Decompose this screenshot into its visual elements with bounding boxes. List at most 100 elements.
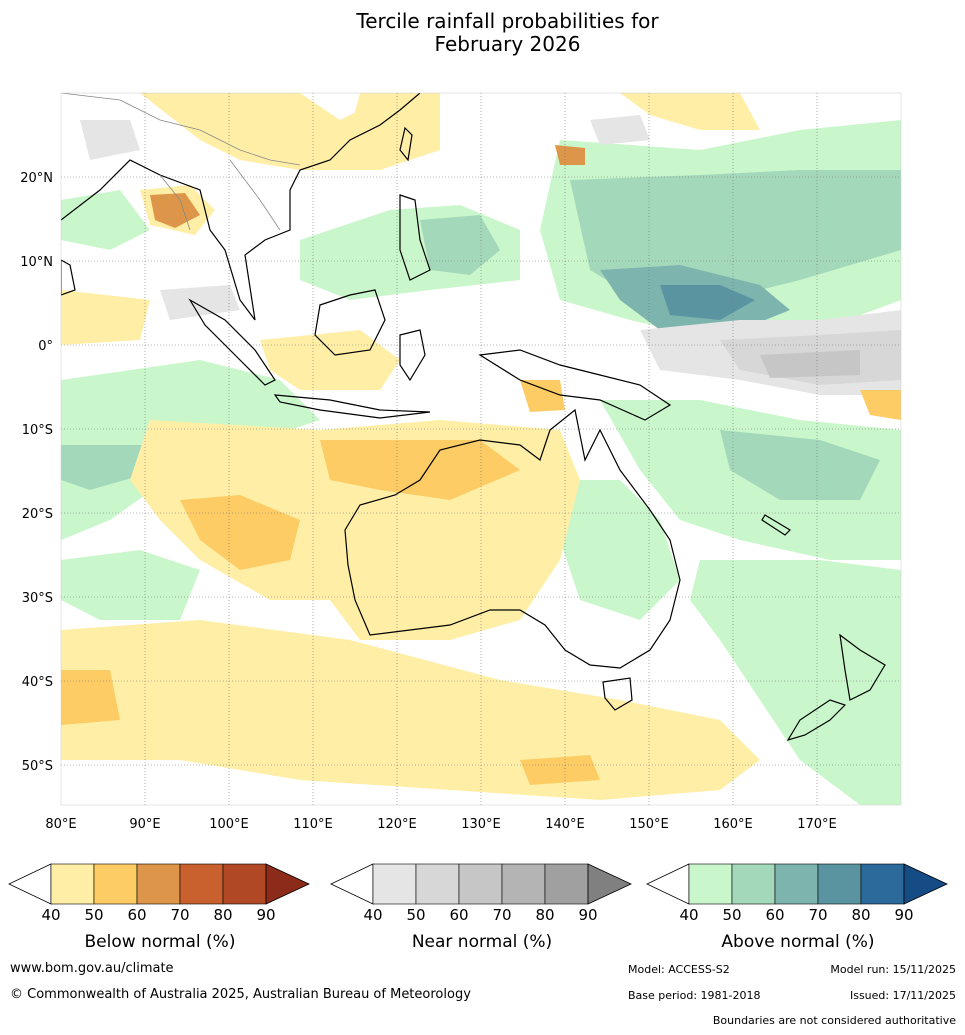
below-region-maritime-core: [520, 380, 565, 412]
model-run-date: Model run: 15/11/2025: [830, 963, 956, 976]
graticule: [61, 93, 901, 805]
lon-label: 120°E: [377, 817, 417, 832]
lon-label: 100°E: [209, 817, 249, 832]
issued-date: Issued: 17/11/2025: [849, 989, 956, 1002]
colorbar-tick-label: 50: [84, 906, 104, 924]
coastline-borneo: [314, 289, 386, 356]
below-region-north-pacific: [620, 93, 760, 130]
colorbar-segment: [222, 863, 267, 905]
colorbar-tick-label: 90: [578, 906, 598, 924]
above-normal-regions: [61, 120, 901, 805]
boundaries-disclaimer: Boundaries are not considered authoritat…: [712, 1014, 956, 1027]
title-line-2: February 2026: [434, 32, 581, 56]
colorbar-segment: [458, 863, 503, 905]
below-region-southern-ocean: [61, 620, 760, 800]
coastline-tasmania: [602, 677, 633, 711]
colorbar-tick-label: 80: [851, 906, 871, 924]
colorbar-segment: [50, 863, 95, 905]
map-title: Tercile rainfall probabilities for Febru…: [0, 10, 965, 56]
colorbar-tick-label: 60: [449, 906, 469, 924]
colorbar-tick-label: 60: [127, 906, 147, 924]
colorbar-above-label: Above normal (%): [721, 932, 875, 952]
lat-label: 0°: [38, 339, 53, 354]
model-name: Model: ACCESS-S2: [628, 963, 730, 976]
coastline-new-guinea: [478, 349, 672, 421]
coastline-sumatra: [188, 298, 276, 386]
coastline-new-zealand-south: [786, 699, 847, 742]
coastline-sulawesi: [399, 329, 426, 382]
below-normal-regions: [61, 93, 901, 800]
colorbar-tick-label: 70: [808, 906, 828, 924]
colorbar-segment: [372, 863, 417, 905]
colorbar-above: [646, 858, 950, 906]
colorbar-segment: [860, 863, 905, 905]
longitude-labels: 80°E 90°E 100°E 110°E 120°E 130°E 140°E 150°E 16…: [45, 817, 836, 832]
coastline-new-zealand-north: [839, 633, 886, 701]
above-region-south-pacific-core: [720, 430, 880, 500]
coastline-philippines: [399, 194, 431, 281]
colorbar-tick-label: 80: [535, 906, 555, 924]
colorbar-segment: [136, 863, 181, 905]
lat-label: 20°N: [20, 171, 53, 186]
base-period: Base period: 1981-2018: [628, 989, 761, 1002]
colorbar-tick-label: 70: [492, 906, 512, 924]
colorbar-below: [8, 858, 312, 906]
colorbar-near: [330, 858, 634, 906]
colorbar-tick-label: 40: [679, 906, 699, 924]
website-link[interactable]: www.bom.gov.au/climate: [10, 961, 174, 976]
below-region-south-china: [350, 93, 440, 150]
colorbar-segment: [501, 863, 546, 905]
coastline-sri-lanka: [61, 259, 76, 296]
colorbar-tick-label: 90: [256, 906, 276, 924]
above-region-bengal: [61, 190, 150, 250]
colorbar-segment: [179, 863, 224, 905]
below-region-east-pacific: [860, 390, 901, 420]
colorbar-segment: [544, 863, 589, 905]
lat-label: 40°S: [22, 675, 53, 690]
below-region-north-australia-core: [320, 440, 520, 500]
colorbar-tick-label: 80: [213, 906, 233, 924]
colorbar-high-extend: [587, 863, 632, 905]
lon-label: 80°E: [45, 817, 76, 832]
copyright-text: © Commonwealth of Australia 2025, Austra…: [10, 987, 471, 1002]
above-region-philippines-core: [420, 215, 500, 275]
above-region-tasman: [690, 560, 901, 805]
below-region-myanmar-core: [150, 193, 200, 228]
colorbar-segment: [731, 863, 776, 905]
colorbar-low-extend: [330, 863, 374, 905]
lon-label: 150°E: [629, 817, 669, 832]
near-region-arabian: [80, 120, 140, 160]
below-region-southern-core: [61, 670, 120, 725]
near-region-indian: [160, 285, 240, 320]
coastline-java: [273, 394, 431, 419]
lat-label: 20°S: [22, 507, 53, 522]
colorbar-high-extend: [265, 863, 310, 905]
lat-label: 30°S: [22, 591, 53, 606]
colorbar-high-extend: [903, 863, 948, 905]
colorbar-tick-label: 60: [765, 906, 785, 924]
colorbar-segment: [774, 863, 819, 905]
above-region-west-pacific-peak: [660, 285, 755, 320]
colorbar-tick-label: 50: [722, 906, 742, 924]
title-line-1: Tercile rainfall probabilities for: [356, 9, 659, 33]
colorbar-below-label: Below normal (%): [84, 932, 236, 952]
rainfall-probability-map: 80°E 90°E 100°E 110°E 120°E 130°E 140°E 150°E 16…: [20, 92, 902, 832]
lon-label: 170°E: [797, 817, 837, 832]
lat-label: 10°S: [22, 423, 53, 438]
below-region-southern-core-2: [520, 755, 600, 785]
colorbar-segment: [93, 863, 138, 905]
coastline-new-caledonia: [761, 514, 791, 536]
colorbar-tick-label: 40: [363, 906, 383, 924]
near-region-equatorial-peak: [760, 350, 860, 378]
lon-label: 90°E: [129, 817, 160, 832]
coastline-taiwan: [399, 126, 413, 162]
colorbar-tick-label: 50: [406, 906, 426, 924]
lon-label: 160°E: [713, 817, 753, 832]
colorbar-low-extend: [646, 863, 690, 905]
colorbar-segment: [817, 863, 862, 905]
lon-label: 140°E: [545, 817, 585, 832]
colorbar-segment: [415, 863, 460, 905]
below-region-north-pacific-hot: [555, 145, 585, 165]
below-region-bay-of-bengal: [61, 290, 150, 345]
above-region-indian-west: [61, 445, 160, 490]
